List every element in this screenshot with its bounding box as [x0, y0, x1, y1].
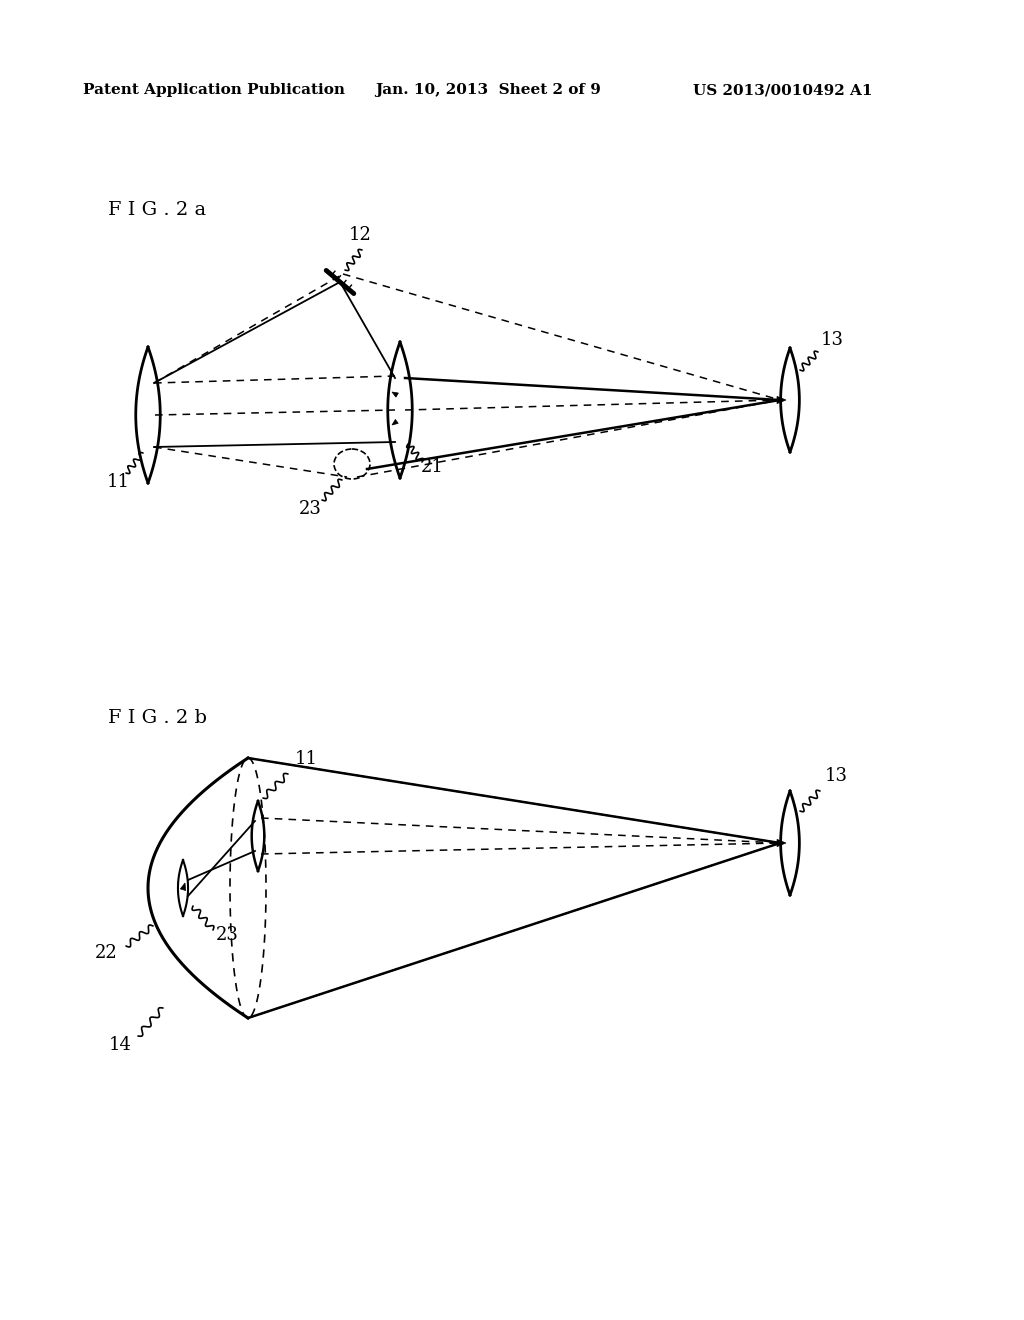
Text: 23: 23	[299, 500, 322, 517]
Text: 21: 21	[421, 458, 443, 477]
Polygon shape	[392, 420, 398, 425]
Text: 13: 13	[820, 331, 844, 348]
Text: Patent Application Publication: Patent Application Publication	[83, 83, 345, 96]
Text: 22: 22	[94, 944, 118, 962]
Polygon shape	[777, 396, 786, 404]
Text: 14: 14	[109, 1036, 131, 1053]
Polygon shape	[392, 392, 398, 397]
Text: 11: 11	[106, 473, 129, 491]
Polygon shape	[180, 883, 185, 891]
Polygon shape	[777, 840, 786, 846]
Text: 12: 12	[348, 226, 372, 244]
Text: 23: 23	[216, 927, 239, 944]
Text: Jan. 10, 2013  Sheet 2 of 9: Jan. 10, 2013 Sheet 2 of 9	[375, 83, 601, 96]
Text: 11: 11	[295, 750, 317, 768]
Text: F I G . 2 a: F I G . 2 a	[108, 201, 206, 219]
Text: US 2013/0010492 A1: US 2013/0010492 A1	[693, 83, 872, 96]
Text: F I G . 2 b: F I G . 2 b	[108, 709, 207, 727]
Text: 13: 13	[824, 767, 848, 785]
